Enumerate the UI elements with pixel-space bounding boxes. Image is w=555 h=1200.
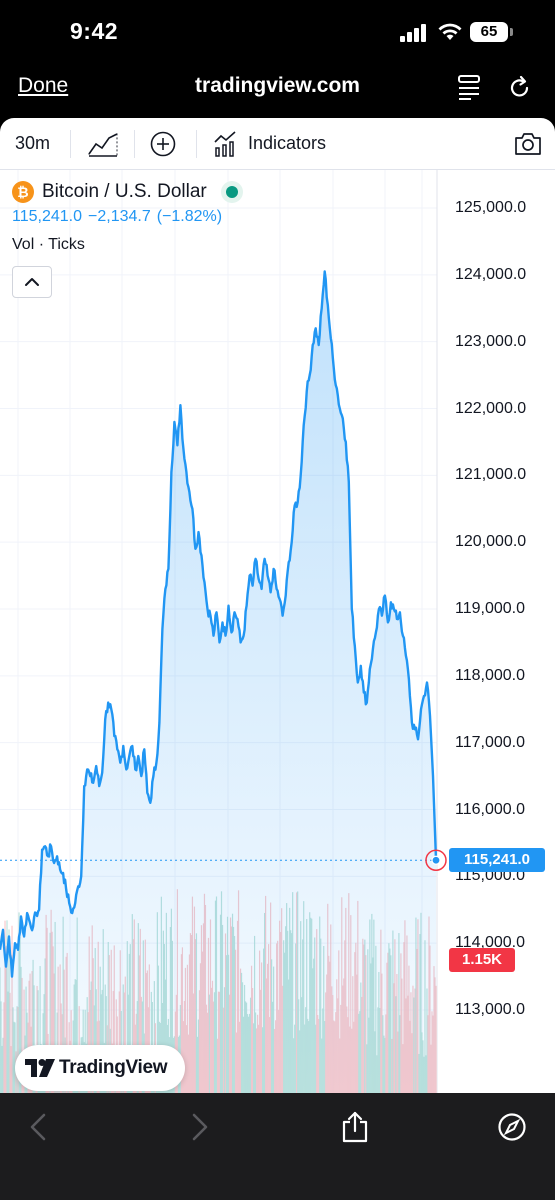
camera-icon[interactable]	[513, 131, 543, 157]
add-compare-icon[interactable]	[150, 131, 176, 157]
url-label: tradingview.com	[195, 74, 360, 97]
cellular-signal-icon	[400, 24, 426, 42]
volume-value-tag: 1.15K	[449, 947, 515, 972]
reader-list-icon[interactable]	[457, 74, 481, 100]
interval-button[interactable]: 30m	[15, 133, 51, 153]
status-bar: 9:42 65	[0, 0, 555, 62]
price-area	[0, 271, 436, 1093]
back-chevron-icon[interactable]	[24, 1111, 54, 1143]
last-price: 115,241.0	[12, 208, 82, 225]
toolbar-divider	[134, 130, 135, 158]
price-axis-label: 125,000.0	[455, 199, 527, 216]
price-axis-label: 121,000.0	[455, 466, 527, 484]
price-line	[0, 270, 438, 978]
battery-indicator: 65	[470, 22, 508, 42]
status-time: 9:42	[70, 18, 119, 44]
last-price-marker	[431, 855, 441, 865]
price-axis-label: 119,000.0	[455, 600, 525, 617]
last-price-marker-ring	[425, 849, 447, 871]
indicators-icon[interactable]	[213, 130, 239, 158]
wifi-icon	[438, 23, 462, 40]
toolbar-divider	[196, 130, 197, 158]
price-axis-label: 124,000.0	[455, 265, 527, 283]
browser-navbar: Done tradingview.com	[0, 62, 555, 118]
bitcoin-icon: ₿	[12, 181, 34, 203]
tradingview-widget: 30m Indicators ₿	[0, 118, 555, 1093]
price-change-row: 115,241.0 −2,134.7 (−1.82%)	[12, 208, 243, 230]
current-price-tag: 115,241.0	[449, 848, 545, 873]
price-axis-label: 122,000.0	[455, 399, 527, 417]
battery-tip	[510, 28, 513, 36]
reload-icon[interactable]	[508, 74, 532, 100]
tradingview-logo[interactable]: TradingView	[15, 1045, 185, 1091]
toolbar-divider	[70, 130, 71, 158]
forward-chevron-icon[interactable]	[184, 1111, 214, 1143]
chart-legend: ₿ Bitcoin / U.S. Dollar 115,241.0 −2,134.…	[12, 178, 243, 298]
done-button[interactable]: Done	[18, 74, 69, 97]
price-axis-label: 120,000.0	[455, 533, 527, 551]
price-axis-label: 113,000.0	[455, 1001, 525, 1018]
chart-plot-area[interactable]: ₿ Bitcoin / U.S. Dollar 115,241.0 −2,134.…	[0, 170, 555, 1093]
price-axis-label: 123,000.0	[455, 332, 527, 350]
volume-indicator-label[interactable]: Vol · Ticks	[12, 236, 85, 253]
collapse-legend-button[interactable]	[12, 266, 52, 298]
share-icon[interactable]	[340, 1111, 370, 1143]
change-percent: (−1.82%)	[156, 208, 223, 225]
price-axis-label: 117,000.0	[455, 733, 525, 751]
logo-text: TradingView	[59, 1057, 168, 1078]
chevron-up-icon	[25, 278, 39, 286]
browser-bottom-bar	[0, 1093, 555, 1200]
price-axis-label: 118,000.0	[455, 666, 525, 684]
price-chart[interactable]	[0, 170, 555, 1093]
indicators-button[interactable]: Indicators	[248, 133, 327, 153]
compass-icon[interactable]	[497, 1111, 527, 1143]
chart-type-icon[interactable]	[87, 130, 119, 158]
symbol-title[interactable]: Bitcoin / U.S. Dollar	[42, 181, 207, 202]
tradingview-logo-icon	[25, 1059, 55, 1077]
price-axis-label: 114,000.0	[455, 934, 525, 952]
price-axis-label: 116,000.0	[455, 800, 525, 818]
market-status-icon[interactable]	[220, 181, 243, 203]
change-value: −2,134.7	[88, 208, 151, 225]
chart-toolbar: 30m Indicators	[0, 118, 555, 170]
